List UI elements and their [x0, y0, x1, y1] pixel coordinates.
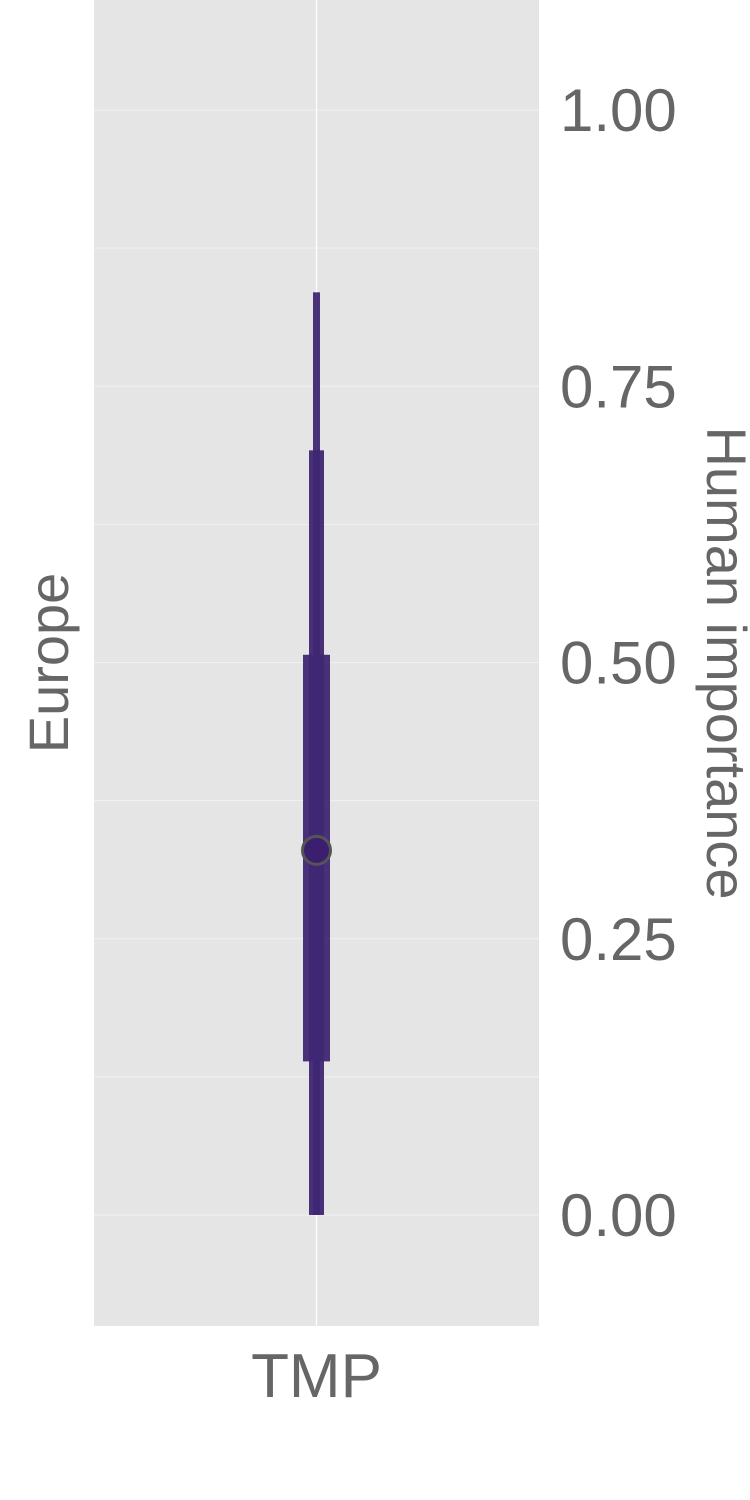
x-tick-label: TMP	[251, 1342, 382, 1411]
y-tick-label: 0.75	[560, 353, 677, 420]
y-axis-title: Human importance	[695, 426, 750, 899]
facet-label: Europe	[17, 573, 80, 754]
y-tick-label: 0.25	[560, 906, 677, 973]
y-tick-label: 1.00	[560, 77, 677, 144]
y-tick-labels: 0.00 0.25 0.50 0.75 1.00	[560, 77, 677, 1249]
point-estimate	[301, 834, 332, 866]
y-tick-label: 0.50	[560, 630, 677, 697]
x-tick-labels: TMP	[251, 1342, 382, 1411]
interval-marks	[301, 292, 332, 1216]
y-tick-label: 0.00	[560, 1182, 677, 1249]
